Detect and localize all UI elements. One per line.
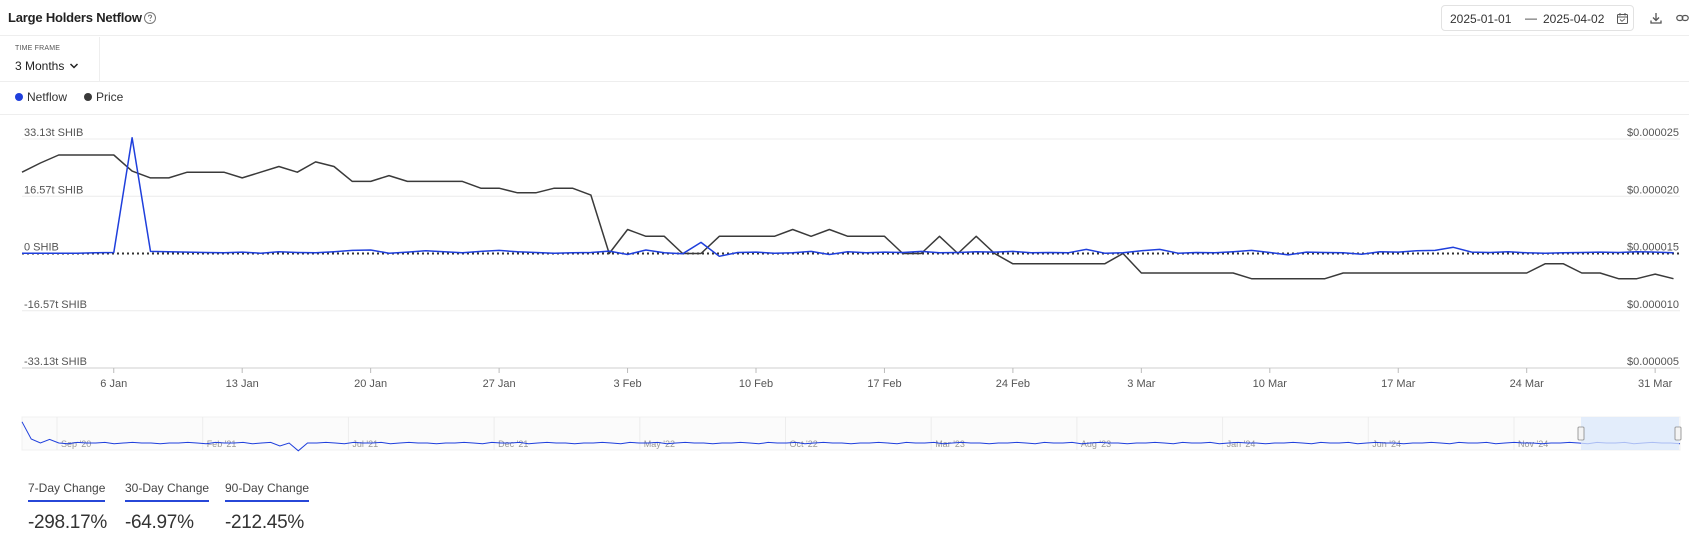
netflow-price-chart[interactable]: 33.13t SHIB 16.57t SHIB 0 SHIB -16.57t SHIB… <box>0 115 1689 460</box>
timeframe-selector[interactable]: TIME FRAME 3 Months <box>0 37 100 81</box>
x-tick-label: 17 Mar <box>1381 378 1416 390</box>
chart-title: Large Holders Netflow <box>8 10 142 25</box>
y-right-tick-label: $0.000005 <box>1627 356 1679 368</box>
y-left-tick-label: -16.57t SHIB <box>24 299 87 311</box>
divider <box>0 81 1689 82</box>
calendar-icon[interactable] <box>1617 13 1628 24</box>
timeframe-value[interactable]: 3 Months <box>15 59 65 73</box>
x-tick-label: 13 Jan <box>226 378 259 390</box>
navigator-tick-label: Mar '23 <box>935 439 965 449</box>
y-right-tick-label: $0.000015 <box>1627 242 1679 254</box>
x-tick-label: 24 Feb <box>996 378 1030 390</box>
stat-7-day-label[interactable]: 7-Day Change <box>28 481 106 502</box>
help-icon[interactable] <box>143 11 157 25</box>
x-tick-label: 3 Mar <box>1127 378 1155 390</box>
chevron-down-icon[interactable] <box>69 62 79 70</box>
stat-90-day-value: -212.45% <box>225 512 304 533</box>
navigator-tick-label: Dec '21 <box>498 439 528 449</box>
stat-30-day[interactable]: 30-Day Change -64.97% <box>125 479 210 534</box>
date-range-picker[interactable]: 2025-01-01 — 2025-04-02 <box>1441 5 1634 31</box>
x-tick-label: 24 Mar <box>1510 378 1545 390</box>
chart-header: Large Holders Netflow 2025-01-01 — 2025-… <box>0 0 1689 36</box>
x-tick-label: 17 Feb <box>867 378 901 390</box>
navigator-tick-label: Jan '24 <box>1227 439 1256 449</box>
legend-price-label: Price <box>96 90 124 104</box>
download-icon[interactable] <box>1649 11 1663 25</box>
y-right-tick-label: $0.000020 <box>1627 184 1679 196</box>
navigator-tick-label: Jun '24 <box>1372 439 1401 449</box>
navigator-right-handle[interactable] <box>1674 426 1682 441</box>
navigator-tick-label: Aug '23 <box>1081 439 1111 449</box>
x-tick-label: 10 Mar <box>1253 378 1288 390</box>
x-tick-label: 6 Jan <box>100 378 127 390</box>
navigator-tick-label: Jul '21 <box>352 439 378 449</box>
date-separator: — <box>1525 11 1537 25</box>
y-right-tick-label: $0.000025 <box>1627 127 1679 139</box>
date-start[interactable]: 2025-01-01 <box>1450 12 1512 26</box>
price-dot-icon <box>84 93 92 101</box>
stat-30-day-label[interactable]: 30-Day Change <box>125 481 210 502</box>
y-left-tick-label: -33.13t SHIB <box>24 356 87 368</box>
legend-netflow[interactable]: Netflow <box>15 90 67 106</box>
legend-price[interactable]: Price <box>84 90 123 106</box>
y-left-tick-label: 33.13t SHIB <box>24 127 83 139</box>
x-tick-label: 31 Mar <box>1638 378 1673 390</box>
navigator-tick-label: Sep '20 <box>61 439 91 449</box>
price-series-line[interactable] <box>21 154 1674 280</box>
stat-7-day[interactable]: 7-Day Change -298.17% <box>28 479 107 534</box>
y-left-tick-label: 16.57t SHIB <box>24 184 83 196</box>
navigator-left-handle[interactable] <box>1577 426 1585 441</box>
stat-30-day-value: -64.97% <box>125 512 194 533</box>
navigator-background[interactable] <box>21 416 1681 451</box>
stat-90-day-label[interactable]: 90-Day Change <box>225 481 310 502</box>
netflow-dot-icon <box>15 93 23 101</box>
y-left-tick-label: 0 SHIB <box>24 242 59 254</box>
divider <box>0 114 1689 115</box>
y-right-tick-label: $0.000010 <box>1627 299 1679 311</box>
stat-90-day[interactable]: 90-Day Change -212.45% <box>225 479 310 534</box>
x-tick-label: 20 Jan <box>354 378 387 390</box>
timeframe-label: TIME FRAME <box>15 45 61 52</box>
date-end[interactable]: 2025-04-02 <box>1543 12 1605 26</box>
navigator-tick-label: May '22 <box>644 439 675 449</box>
navigator-tick-label: Feb '21 <box>207 439 237 449</box>
stat-7-day-value: -298.17% <box>28 512 107 533</box>
navigator-tick-label: Nov '24 <box>1518 439 1548 449</box>
x-tick-label: 10 Feb <box>739 378 773 390</box>
navigator-series-line <box>21 421 1681 452</box>
x-tick-label: 27 Jan <box>483 378 516 390</box>
navigator-selection[interactable] <box>1581 417 1679 450</box>
x-tick-label: 3 Feb <box>613 378 641 390</box>
legend-netflow-label: Netflow <box>27 90 68 104</box>
netflow-series-line[interactable] <box>22 136 1674 258</box>
link-icon[interactable] <box>1676 12 1689 24</box>
